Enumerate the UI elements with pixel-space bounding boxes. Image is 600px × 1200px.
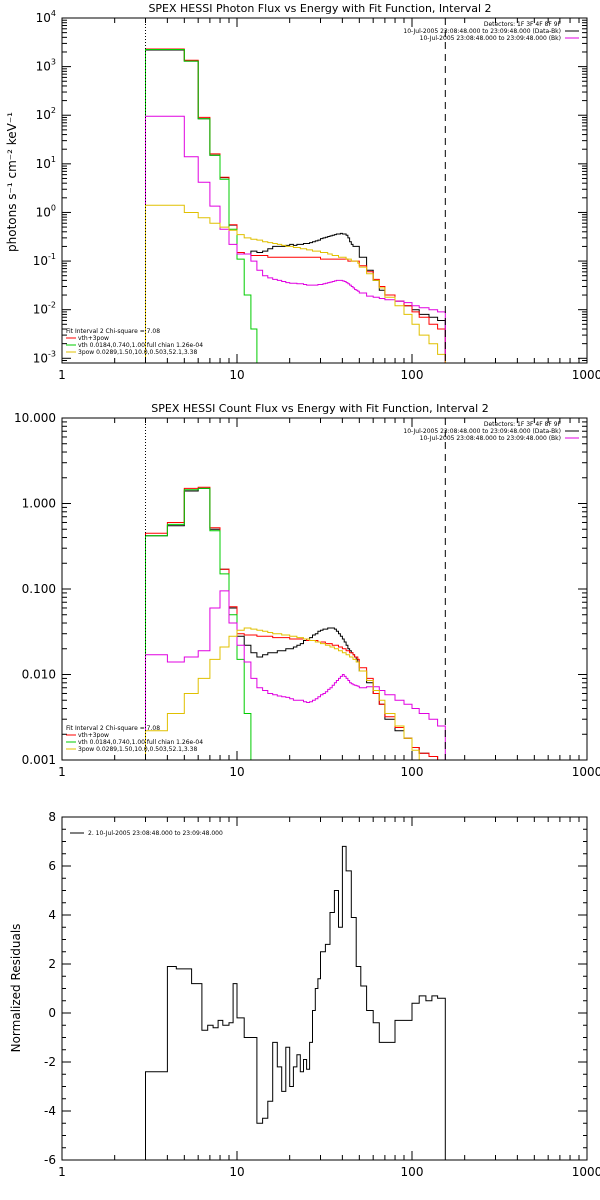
count-reference-lines [144, 418, 446, 760]
residuals-panel: Normalized Residuals 1 10 100 1000 -6 -4 -2 0 2 4… [9, 810, 600, 1179]
count-y-tick-label: 1.000 [22, 497, 56, 511]
photon-legend-label: 10-Jul-2005 23:08:48.000 to 23:09:48.000… [420, 35, 561, 42]
photon-series-0-line [145, 49, 446, 363]
photon-fit-legend-label: vth 0.0184,0.740,1.00 full chian 1.26e-0… [78, 342, 203, 349]
residuals-axes: 1 10 100 1000 -6 -4 -2 0 2 4 6 8 [44, 810, 600, 1179]
count-x-tick-label: 100 [401, 765, 424, 779]
residuals-y-tick-label: 8 [48, 810, 56, 824]
photon-y-tick-label: 101 [36, 155, 56, 171]
photon-y-tick-label: 104 [36, 9, 56, 25]
photon-panel-title: SPEX HESSI Photon Flux vs Energy with Fi… [148, 2, 491, 15]
residuals-y-tick-label: 0 [48, 1006, 56, 1020]
photon-legend-label: Detectors: 1F 3F 4F 8F 9F [484, 21, 562, 28]
count-series-3-line [145, 590, 446, 760]
count-x-tick-label: 1 [58, 765, 66, 779]
photon-y-tick-label: 102 [36, 106, 56, 122]
photon-fit-legend-label: vth+3pow [78, 335, 109, 342]
residuals-plot-frame [61, 816, 588, 1161]
photon-fit-legend-label: 3pow 0.0289,1.50,10.0,0.503,52.1,3.38 [78, 349, 197, 356]
count-fit-legend-label: Fit Interval 2 Chi-square = 7.08 [66, 725, 160, 732]
count-legend-label: Detectors: 1F 3F 4F 8F 9F [484, 421, 562, 428]
residuals-x-tick-label: 100 [401, 1165, 424, 1179]
residuals-series-group [145, 845, 446, 1160]
photon-axes: 1 10 100 1000 10-3 10-2 10-1 100 101 102 103 104 [33, 9, 600, 382]
residuals-y-tick-label: 4 [48, 908, 56, 922]
residuals-x-tick-label: 10 [229, 1165, 244, 1179]
residuals-legend-label: 2. 10-Jul-2005 23:08:48.000 to 23:09:48.… [88, 830, 223, 837]
count-y-tick-label: 0.001 [22, 753, 56, 767]
photon-y-tick-label: 10-2 [33, 301, 56, 317]
photon-x-tick-label: 10 [229, 368, 244, 382]
count-fit-legend-label: vth+3pow [78, 732, 109, 739]
count-y-tick-label: 0.010 [22, 668, 56, 682]
residuals-y-tick-label: 6 [48, 859, 56, 873]
count-y-tick-label: 10.000 [14, 411, 56, 425]
residuals-y-tick-label: -4 [44, 1104, 56, 1118]
count-legend-label: 10-Jul-2005 23:08:48.000 to 23:09:48.000… [403, 428, 561, 435]
photon-y-tick-label: 103 [36, 58, 56, 74]
residuals-y-tick-label: 2 [48, 957, 56, 971]
photon-x-tick-label: 1 [58, 368, 66, 382]
photon-series-group [145, 48, 446, 363]
residuals-x-tick-label: 1000 [572, 1165, 600, 1179]
count-legend-label: 10-Jul-2005 23:08:48.000 to 23:09:48.000… [420, 435, 561, 442]
count-series-group [145, 486, 446, 760]
count-series-2-line [145, 487, 446, 760]
photon-flux-panel: SPEX HESSI Photon Flux vs Energy with Fi… [5, 2, 600, 382]
count-y-tick-label: 0.100 [22, 582, 56, 596]
photon-series-3-line [145, 115, 446, 363]
photon-x-tick-label: 1000 [572, 368, 600, 382]
photon-x-tick-label: 100 [401, 368, 424, 382]
photon-series-1-line [145, 48, 446, 363]
photon-fit-legend-label: Fit Interval 2 Chi-square = 7.08 [66, 328, 160, 335]
count-fit-legend-label: vth 0.0184,0.740,1.00 full chian 1.26e-0… [78, 739, 203, 746]
photon-plot-frame [61, 17, 588, 364]
count-x-tick-label: 10 [229, 765, 244, 779]
residuals-y-tick-label: -2 [44, 1055, 56, 1069]
photon-series-2-line [145, 49, 446, 363]
count-series-4-line [145, 627, 446, 760]
count-axes: 1 10 100 1000 0.001 0.010 0.100 1.000 10.000 [14, 411, 600, 779]
count-fit-legend-label: 3pow 0.0289,1.50,10.0,0.503,52.1,3.38 [78, 746, 197, 753]
photon-series-4-line [145, 204, 446, 363]
count-x-tick-label: 1000 [572, 765, 600, 779]
count-panel-title: SPEX HESSI Count Flux vs Energy with Fit… [151, 402, 488, 415]
photon-y-tick-label: 10-3 [33, 349, 56, 365]
count-flux-panel: SPEX HESSI Count Flux vs Energy with Fit… [14, 402, 600, 779]
residuals-legend: 2. 10-Jul-2005 23:08:48.000 to 23:09:48.… [70, 830, 223, 837]
count-series-1-line [145, 486, 446, 760]
photon-y-tick-label: 100 [36, 203, 56, 219]
count-series-0-line [145, 487, 446, 760]
residuals-series-0-line [145, 845, 446, 1160]
residuals-y-tick-label: -6 [44, 1153, 56, 1167]
residuals-x-tick-label: 1 [58, 1165, 66, 1179]
residuals-y-axis-label: Normalized Residuals [9, 924, 23, 1053]
photon-legend-label: 10-Jul-2005 23:08:48.000 to 23:09:48.000… [403, 28, 561, 35]
photon-y-tick-label: 10-1 [33, 252, 56, 268]
photon-reference-lines [144, 18, 446, 363]
count-plot-frame [61, 417, 588, 761]
photon-y-axis-label: photons s⁻¹ cm⁻² keV⁻¹ [5, 112, 19, 252]
